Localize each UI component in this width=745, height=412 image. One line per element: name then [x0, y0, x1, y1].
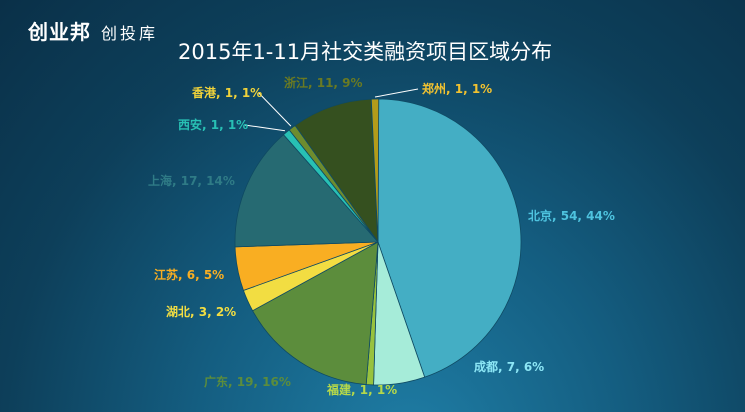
slice-label-3: 广东, 19, 16%	[204, 374, 291, 389]
slice-label-4: 湖北, 3, 2%	[166, 304, 236, 319]
slice-label-2: 福建, 1, 1%	[326, 382, 397, 397]
logo-main-text: 创业邦	[28, 20, 91, 44]
slice-label-9: 浙江, 11, 9%	[284, 75, 363, 90]
slice-label-5: 江苏, 6, 5%	[154, 267, 224, 282]
slice-label-7: 西安, 1, 1%	[178, 117, 248, 132]
leader-line-7	[244, 124, 286, 132]
leader-lines	[244, 88, 419, 132]
chart-title: 2015年1-11月社交类融资项目区域分布	[178, 40, 553, 64]
pie-slices	[234, 98, 522, 386]
slice-labels: 北京, 54, 44% 成都, 7, 6% 福建, 1, 1% 广东, 19, 16%…	[148, 75, 615, 397]
logo-sub-text: 创投库	[101, 24, 159, 43]
slice-label-6: 上海, 17, 14%	[148, 173, 235, 188]
slice-label-10: 郑州, 1, 1%	[422, 81, 492, 96]
leader-line-10	[374, 88, 419, 98]
pie-slice-10	[370, 98, 380, 243]
slice-label-8: 香港, 1, 1%	[191, 85, 262, 100]
leader-line-8	[258, 92, 292, 127]
pie-slice-0	[377, 98, 522, 378]
brand-logo: 创业邦 创投库	[28, 16, 158, 45]
slice-label-1: 成都, 7, 6%	[474, 359, 544, 374]
pie-slice-3	[252, 241, 379, 385]
pie-slice-6	[234, 134, 379, 248]
slice-label-0: 北京, 54, 44%	[528, 208, 615, 223]
pie-slice-9	[294, 98, 379, 244]
